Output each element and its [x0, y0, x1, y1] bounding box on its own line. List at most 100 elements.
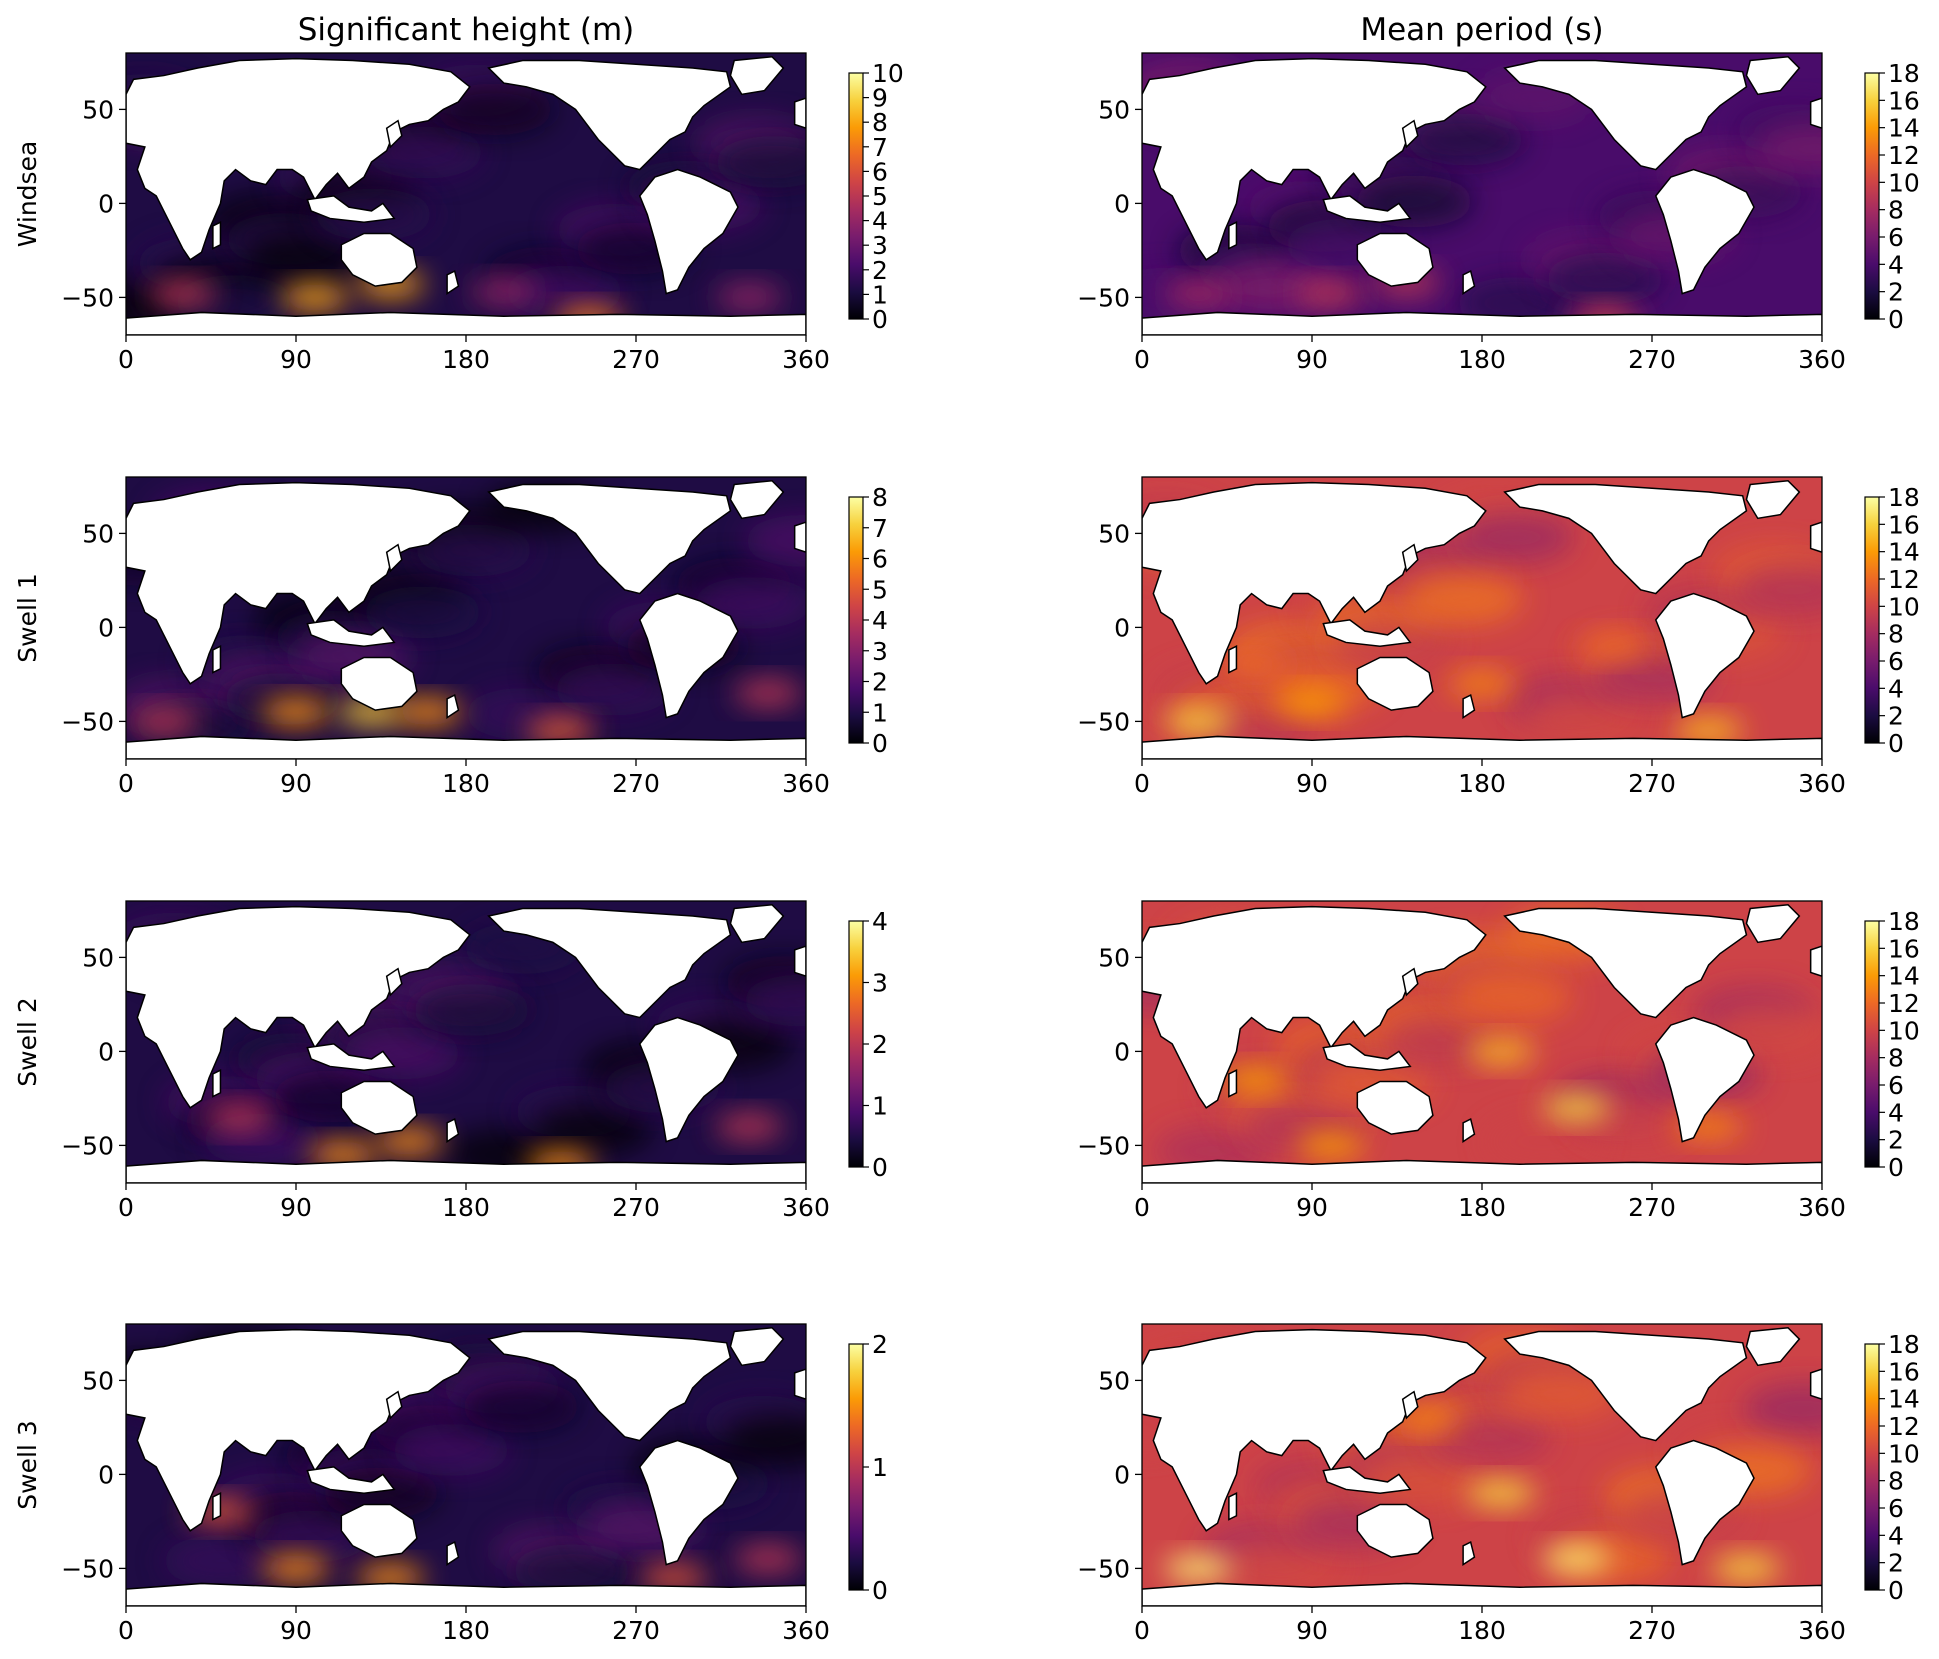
x-tick-label: 270 [1628, 1616, 1676, 1645]
colorbar-tick-label: 10 [872, 59, 904, 88]
map-panel: 0 90 180 270 360 50 0 −50 0 1 2 3 4 [61, 900, 888, 1222]
field-texture [1524, 693, 1644, 746]
field-texture [1743, 1382, 1822, 1435]
colorbar [1864, 72, 1880, 320]
field-texture [1405, 113, 1525, 166]
x-tick-label: 270 [1628, 1193, 1676, 1222]
hotspot [262, 698, 330, 726]
colorbar-tick-label: 14 [1888, 1385, 1920, 1414]
x-tick-label: 0 [1134, 1616, 1150, 1645]
colorbar-tick-label: 16 [1888, 510, 1920, 539]
colorbar-tick-label: 6 [1888, 647, 1904, 676]
field-texture [713, 136, 806, 189]
hotspot [1448, 669, 1516, 698]
y-tick-label: 0 [1114, 189, 1130, 218]
hotspot [1542, 1093, 1611, 1122]
colorbar-tick-label: 0 [872, 305, 888, 334]
y-tick-label: 0 [1114, 1037, 1130, 1066]
colorbar [848, 496, 864, 744]
colorbar-tick-label: 2 [1888, 278, 1904, 307]
colorbar-tick-label: 6 [872, 157, 888, 186]
x-tick-label: 360 [1798, 1616, 1846, 1645]
field-texture [1221, 1540, 1342, 1593]
x-tick-label: 360 [782, 1616, 830, 1645]
y-tick-label: −50 [1077, 1554, 1130, 1583]
colorbar-tick-label: 4 [872, 207, 888, 236]
x-tick-label: 270 [612, 769, 660, 798]
column-title: Mean period (s) [1360, 12, 1603, 48]
colorbar-tick-label: 1 [872, 698, 888, 727]
y-tick-label: 50 [82, 95, 114, 124]
x-tick-label: 360 [1798, 345, 1846, 374]
hotspot [1164, 707, 1233, 736]
colorbar-tick-label: 16 [1888, 86, 1920, 115]
x-tick-label: 90 [280, 345, 312, 374]
hotspot [1221, 651, 1290, 679]
colorbar-tick-label: 10 [1888, 1016, 1920, 1045]
colorbar [1864, 920, 1880, 1168]
hotspot [1466, 1037, 1535, 1066]
y-tick-label: 0 [98, 1460, 114, 1489]
ocean-field [126, 477, 806, 759]
hotspot [715, 283, 784, 312]
x-tick-label: 270 [1628, 345, 1676, 374]
hotspot [734, 1545, 803, 1573]
colorbar [848, 920, 864, 1168]
ocean-field [1142, 477, 1822, 759]
y-tick-label: 0 [1114, 613, 1130, 642]
y-tick-label: 0 [98, 189, 114, 218]
hotspot [1712, 1554, 1781, 1583]
hotspot [1542, 1545, 1611, 1573]
colorbar-tick-label: 0 [872, 1153, 888, 1182]
x-tick-label: 90 [1296, 1193, 1328, 1222]
ocean-field [1142, 901, 1822, 1183]
hotspot [734, 679, 803, 708]
field-texture [1754, 122, 1822, 175]
hotspot [375, 1127, 444, 1156]
x-tick-label: 270 [612, 1616, 660, 1645]
hotspot [262, 1554, 330, 1583]
y-tick-label: 50 [82, 1366, 114, 1395]
x-tick-label: 90 [1296, 1616, 1328, 1645]
hotspot [1674, 716, 1743, 745]
colorbar-tick-label: 16 [1888, 934, 1920, 963]
colorbar-tick-label: 0 [872, 1576, 888, 1605]
colorbar-tick-label: 8 [1888, 1044, 1904, 1073]
field-texture [341, 1027, 462, 1080]
hotspot [1296, 1131, 1365, 1160]
colorbar-tick-label: 9 [872, 84, 888, 113]
field-texture [742, 974, 806, 1027]
x-tick-label: 0 [118, 345, 134, 374]
x-tick-label: 0 [1134, 1193, 1150, 1222]
colorbar-tick-label: 0 [872, 729, 888, 758]
hotspot [1164, 279, 1233, 308]
x-tick-label: 0 [118, 1616, 134, 1645]
field-texture [1403, 573, 1524, 626]
field-texture [162, 1534, 283, 1587]
x-tick-label: 0 [118, 1193, 134, 1222]
x-tick-label: 360 [1798, 1193, 1846, 1222]
x-tick-label: 180 [1458, 1193, 1506, 1222]
colorbar-tick-label: 2 [872, 1330, 888, 1359]
colorbar-tick-label: 7 [872, 514, 888, 543]
field-texture [532, 1104, 653, 1157]
colorbar-tick-label: 0 [1888, 1153, 1904, 1182]
colorbar-tick-label: 1 [872, 1092, 888, 1121]
field-texture [460, 1380, 581, 1433]
colorbar-tick-label: 8 [872, 483, 888, 512]
colorbar-tick-label: 5 [872, 575, 888, 604]
colorbar-tick-label: 1 [872, 280, 888, 309]
colorbar [1864, 496, 1880, 744]
y-tick-label: −50 [61, 707, 114, 736]
field-texture [411, 984, 532, 1037]
y-tick-label: 0 [1114, 1460, 1130, 1489]
x-tick-label: 180 [442, 1616, 490, 1645]
x-tick-label: 0 [118, 769, 134, 798]
y-tick-label: −50 [61, 283, 114, 312]
colorbar-tick-label: 2 [872, 256, 888, 285]
ocean-field [1142, 53, 1822, 335]
colorbar-tick-label: 6 [1888, 1494, 1904, 1523]
